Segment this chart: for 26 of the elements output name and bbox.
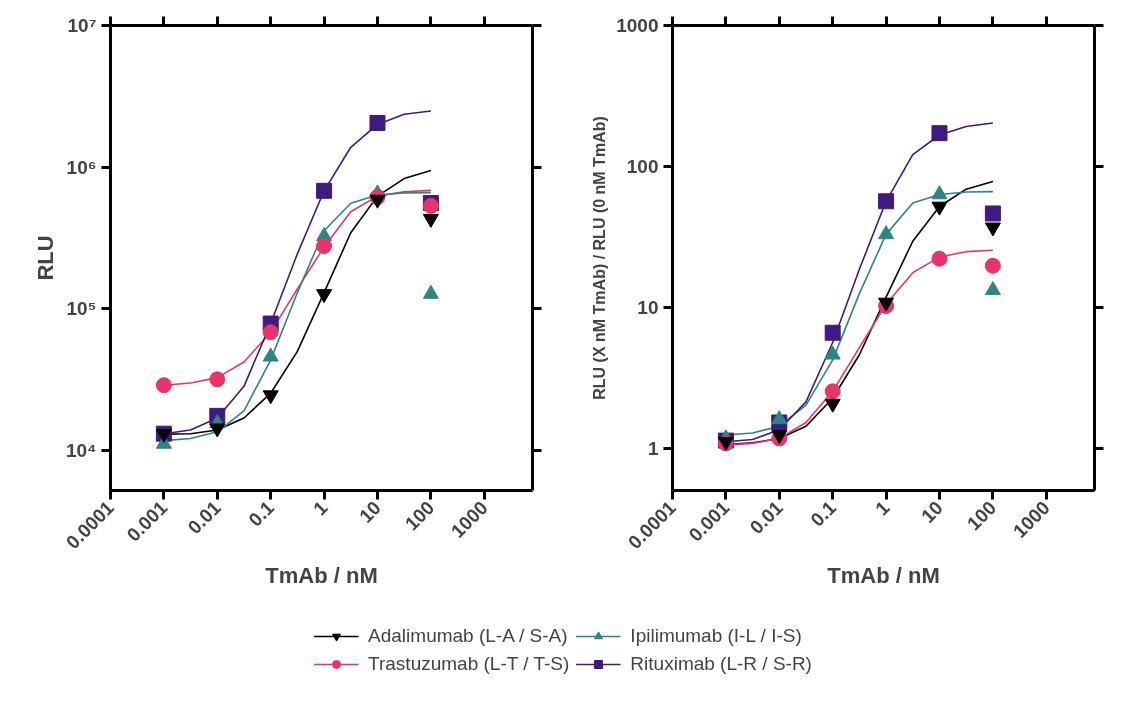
x-tick-label: 0.1 [244, 496, 279, 531]
x-tick-label: 0.01 [183, 496, 226, 539]
legend-label: Rituximab (L-R / S-R) [630, 653, 812, 675]
y-tick-label: 10⁷ [67, 15, 97, 36]
x-axis-title: TmAb / nM [265, 562, 378, 588]
y-tick-label: 10⁶ [66, 156, 97, 178]
x-tick-label: 10 [917, 497, 947, 527]
x-tick-label: 1 [871, 496, 894, 520]
x-tick-label: 100 [401, 497, 439, 535]
y-tick-label: 1000 [616, 15, 659, 36]
x-axis-title: TmAb / nM [827, 562, 940, 588]
x-tick-label: 0.1 [806, 496, 841, 531]
legend-label: Ipilimumab (I-L / I-S) [630, 625, 802, 647]
x-tick-label: 100 [963, 497, 1001, 535]
y-tick-label: 10⁴ [65, 439, 97, 461]
x-tick-label: 1 [309, 496, 332, 520]
y-axis-title: RLU [32, 235, 58, 281]
legend-label: Trastuzumab (L-T / T-S) [368, 653, 570, 675]
legend-label: Adalimumab (L-A / S-A) [368, 625, 568, 647]
y-tick-label: 10 [637, 296, 659, 318]
y-tick-label: 100 [626, 155, 659, 177]
x-tick-label: 10 [355, 497, 385, 527]
y-axis-title: RLU (X nM TmAb) / RLU (0 nM TmAb) [591, 116, 609, 400]
y-tick-label: 10⁵ [66, 298, 97, 320]
y-tick-label: 1 [647, 437, 659, 459]
x-tick-label: 0.01 [745, 496, 788, 539]
